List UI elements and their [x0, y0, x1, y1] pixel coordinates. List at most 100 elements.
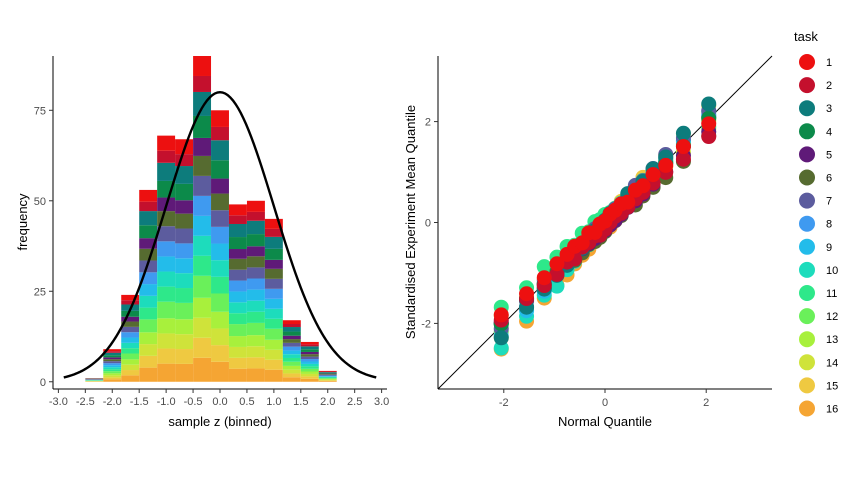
qq-x-tick-label: 2 [703, 397, 709, 409]
hist-bar-segment [175, 288, 194, 303]
hist-bar-segment [193, 56, 212, 76]
hist-bar-segment [264, 318, 283, 329]
legend-key [799, 169, 815, 186]
hist-y-ticks: 0 25 50 75 [34, 105, 53, 389]
hist-bar-segment [318, 378, 337, 379]
hist-bar-segment [264, 218, 283, 229]
hist-bar-segment [175, 243, 194, 259]
hist-bar-segment [121, 310, 140, 317]
hist-bar-segment [211, 110, 229, 127]
hist-bar-segment [300, 376, 319, 379]
qq-x-ticks: -2 0 2 [499, 389, 709, 409]
hist-x-tick-label: 1.0 [266, 396, 281, 408]
hist-bar-segment [157, 256, 176, 272]
hist-bar-segment [139, 189, 158, 202]
hist-bar-segment [193, 297, 212, 318]
hist-bar-segment [211, 226, 229, 244]
hist-bar-segment [139, 344, 158, 356]
legend-key [799, 77, 815, 94]
hist-bar-segment [211, 243, 229, 261]
qq-y-tick-label: 0 [425, 218, 431, 230]
hist-bar-segment [246, 267, 265, 279]
histogram-panel: -3.0 -2.5 -2.0 -1.5 -1.0 -0.5 0.0 0.5 1.0 1.5 2.0 2… [15, 56, 389, 429]
legend-key [799, 377, 815, 394]
hist-bar-segment [193, 175, 212, 196]
hist-bar-segment [318, 380, 337, 381]
hist-bar-segment [103, 363, 122, 366]
hist-bar-segment [264, 259, 283, 269]
hist-bar-segment [175, 213, 194, 229]
hist-bar-segment [264, 278, 283, 289]
hist-bar-segment [282, 320, 301, 325]
hist-bar-segment [211, 126, 229, 141]
hist-bar-segment [264, 359, 283, 370]
hist-bar-segment [246, 256, 265, 268]
hist-bar-segment [139, 332, 158, 345]
hist-bar-segment [211, 311, 229, 329]
hist-bar-segment [103, 349, 122, 352]
legend-key [799, 192, 815, 209]
qq-y-tick-label: -2 [421, 318, 431, 330]
normal-density-curve [63, 90, 377, 379]
hist-bar-segment [121, 326, 140, 333]
hist-bar-segment [264, 248, 283, 260]
qq-point [493, 340, 509, 356]
legend-key [799, 146, 815, 163]
hist-bar-segment [246, 246, 265, 257]
hist-x-tick-label: -2.0 [103, 396, 122, 408]
hist-bar-segment [157, 301, 176, 319]
qq-y-tick-label: 2 [425, 117, 431, 129]
hist-bar-segment [282, 331, 301, 336]
hist-bar-segment [282, 342, 301, 347]
hist-bar-segment [211, 328, 229, 346]
hist-bar-segment [228, 368, 247, 382]
hist-bar-segment [300, 349, 319, 352]
hist-bar-segment [139, 295, 158, 308]
hist-bar-segment [157, 363, 176, 382]
qq-point [658, 157, 674, 173]
hist-bar-segment [318, 379, 337, 381]
hist-bar-segment [246, 278, 265, 290]
hist-y-tick-label: 25 [34, 286, 46, 298]
hist-bar-segment [318, 374, 337, 375]
hist-bar-segment [300, 341, 319, 345]
hist-bar-segment [103, 371, 122, 374]
hist-bar-segment [228, 346, 247, 358]
hist-bar-segment [211, 345, 229, 362]
hist-bar-segment [139, 238, 158, 249]
hist-bar-segment [157, 226, 176, 242]
hist-bar-segment [103, 373, 122, 376]
hist-bar-segment [300, 361, 319, 364]
hist-bar-segment [193, 115, 212, 138]
hist-bar-segment [103, 352, 122, 356]
hist-bar-segment [300, 363, 319, 367]
hist-bar-segment [300, 351, 319, 355]
qq-point [645, 167, 661, 183]
hist-x-ticks: -3.0 -2.5 -2.0 -1.5 -1.0 -0.5 0.0 0.5 1.0 1.5 2.0 2… [49, 389, 389, 408]
hist-bar-segment [121, 370, 140, 376]
hist-y-tick-label: 75 [34, 105, 46, 117]
hist-bar-segment [246, 234, 265, 247]
hist-bar-segment [264, 339, 283, 350]
hist-bar-segment [211, 210, 229, 227]
hist-bar-segment [300, 366, 319, 369]
hist-bar-segment [175, 363, 194, 382]
hist-bar-segment [103, 379, 122, 382]
hist-bar-segment [282, 377, 301, 382]
legend-label: 4 [826, 126, 832, 138]
hist-bar-segment [157, 241, 176, 257]
qq-point [701, 96, 717, 112]
hist-y-axis-title: frequency [15, 193, 30, 251]
hist-bar-segment [228, 223, 247, 238]
legend-key [799, 354, 815, 371]
qq-point [549, 266, 565, 282]
hist-bar-segment [300, 344, 319, 347]
hist-bar-segment [282, 354, 301, 358]
hist-bar-segment [318, 372, 337, 373]
hist-bar-segment [228, 324, 247, 337]
hist-x-tick-label: 2.5 [347, 396, 362, 408]
hist-bar-segment [139, 355, 158, 368]
